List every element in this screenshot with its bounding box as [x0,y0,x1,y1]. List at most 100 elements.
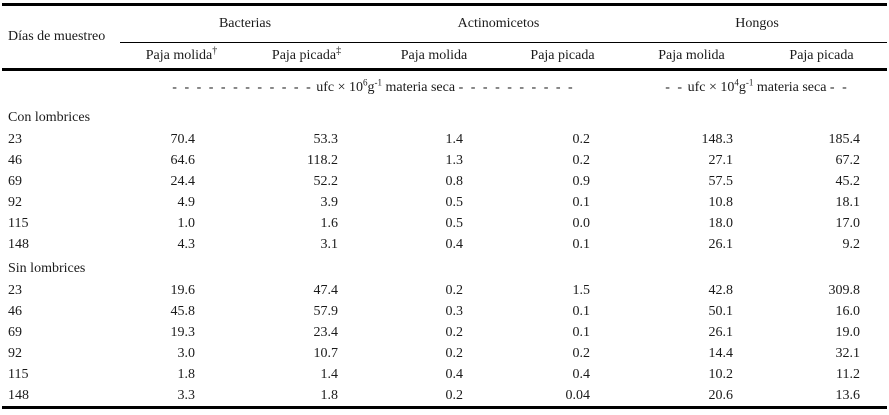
column-header-bacterias-paja-molida: Paja molida† [120,42,243,71]
value-cell: 1.3 [445,152,464,168]
value-cell: 1.4 [320,366,339,382]
section-label: Sin lombrices [8,260,86,276]
day-cell: 115 [8,215,29,231]
value-cell: 20.6 [708,387,734,403]
units-gram-exponent: -1 [374,76,383,87]
value-cell: 3.9 [320,194,339,210]
value-cell: 23.4 [313,324,339,340]
value-cell: 26.1 [708,324,734,340]
table-body: Con lombrices 23 70.4 53.3 1.4 0.2 148.3 185.4 4… [2,104,887,408]
column-group-actinomicetos: Actinomicetos [370,4,627,43]
value-cell: 14.4 [708,345,734,361]
value-cell: 0.2 [445,387,464,403]
table-row: 148 3.3 1.8 0.2 0.04 20.6 13.6 [2,385,887,408]
table-row: 69 19.3 23.4 0.2 0.1 26.1 19.0 [2,322,887,343]
value-cell: 17.0 [835,215,861,231]
dash-run: - - - - - - - - - - [458,79,575,95]
column-header-actinomicetos-paja-molida: Paja molida [370,42,498,71]
table-row: 23 70.4 53.3 1.4 0.2 148.3 185.4 [2,129,887,150]
value-cell: 1.8 [320,387,339,403]
column-group-hongos: Hongos [627,4,887,43]
column-header-dias-de-muestreo: Días de muestreo [2,4,120,71]
value-cell: 1.4 [445,131,464,147]
column-header-hongos-paja-picada: Paja picada [756,42,887,71]
units-exponent: 6 [363,76,368,87]
value-cell: 10.7 [313,345,339,361]
value-cell: 3.1 [320,236,339,252]
value-cell: 0.0 [572,215,591,231]
value-cell: 0.9 [572,173,591,189]
units-gram: g [367,79,375,95]
value-cell: 19.0 [835,324,861,340]
units-text: ufc × 10 [687,79,735,95]
sub-label: Paja molida [145,47,213,63]
day-cell: 23 [8,282,22,298]
sub-label: Paja molida [400,47,468,63]
value-cell: 13.6 [835,387,861,403]
value-cell: 0.1 [572,236,591,252]
day-cell: 69 [8,324,22,340]
value-cell: 1.8 [177,366,196,382]
value-cell: 118.2 [307,152,338,168]
sub-label: Paja picada [530,47,595,63]
value-cell: 1.6 [320,215,339,231]
units-empty-cell [2,70,120,105]
dash-run: - - [665,79,685,95]
value-cell: 0.04 [565,387,591,403]
value-cell: 57.5 [708,173,734,189]
value-cell: 26.1 [708,236,734,252]
value-cell: 0.2 [572,152,591,168]
value-cell: 18.1 [835,194,861,210]
day-cell: 23 [8,131,22,147]
units-exponent: 4 [734,76,739,87]
value-cell: 42.8 [708,282,734,298]
day-cell: 69 [8,173,22,189]
column-group-bacterias: Bacterias [120,4,370,43]
units-text: materia seca [385,79,456,95]
section-label-row: Sin lombrices [2,255,887,280]
day-cell: 148 [8,387,29,403]
dagger-footnote-mark: † [212,44,218,56]
microbial-counts-table: Días de muestreo Bacterias Actinomicetos… [2,3,887,409]
sub-label: Paja molida [658,47,725,63]
value-cell: 32.1 [835,345,861,361]
value-cell: 19.3 [170,324,196,340]
value-cell: 27.1 [708,152,734,168]
day-cell: 148 [8,236,29,252]
table-header: Días de muestreo Bacterias Actinomicetos… [2,4,887,71]
day-cell: 46 [8,152,22,168]
table-header-group-row: Días de muestreo Bacterias Actinomicetos… [2,4,887,71]
value-cell: 70.4 [170,131,196,147]
value-cell: 50.1 [708,303,734,319]
column-header-actinomicetos-paja-picada: Paja picada [498,42,627,71]
column-header-bacterias-paja-picada: Paja picada‡ [243,42,370,71]
value-cell: 16.0 [835,303,861,319]
value-cell: 1.0 [177,215,196,231]
day-cell: 46 [8,303,22,319]
value-cell: 10.2 [708,366,734,382]
value-cell: 11.2 [836,366,860,382]
value-cell: 53.3 [313,131,339,147]
value-cell: 0.2 [445,324,464,340]
value-cell: 0.5 [445,194,464,210]
value-cell: 1.5 [572,282,591,298]
day-cell: 92 [8,194,22,210]
value-cell: 0.2 [445,345,464,361]
table-row: 115 1.0 1.6 0.5 0.0 18.0 17.0 [2,213,887,234]
value-cell: 57.9 [313,303,339,319]
units-hongos: - - ufc × 104g-1 materia seca - - [627,70,887,105]
value-cell: 0.8 [445,173,464,189]
day-cell: 92 [8,345,22,361]
value-cell: 0.2 [572,345,591,361]
value-cell: 67.2 [835,152,861,168]
units-bacterias-actinomicetos: - - - - - - - - - - - - ufc × 106g-1 mat… [120,70,627,105]
value-cell: 148.3 [701,131,734,147]
value-cell: 0.2 [445,282,464,298]
units-text: materia seca [756,79,827,95]
value-cell: 0.4 [572,366,591,382]
value-cell: 0.1 [572,194,591,210]
value-cell: 3.0 [177,345,196,361]
value-cell: 47.4 [313,282,339,298]
value-cell: 52.2 [313,173,339,189]
